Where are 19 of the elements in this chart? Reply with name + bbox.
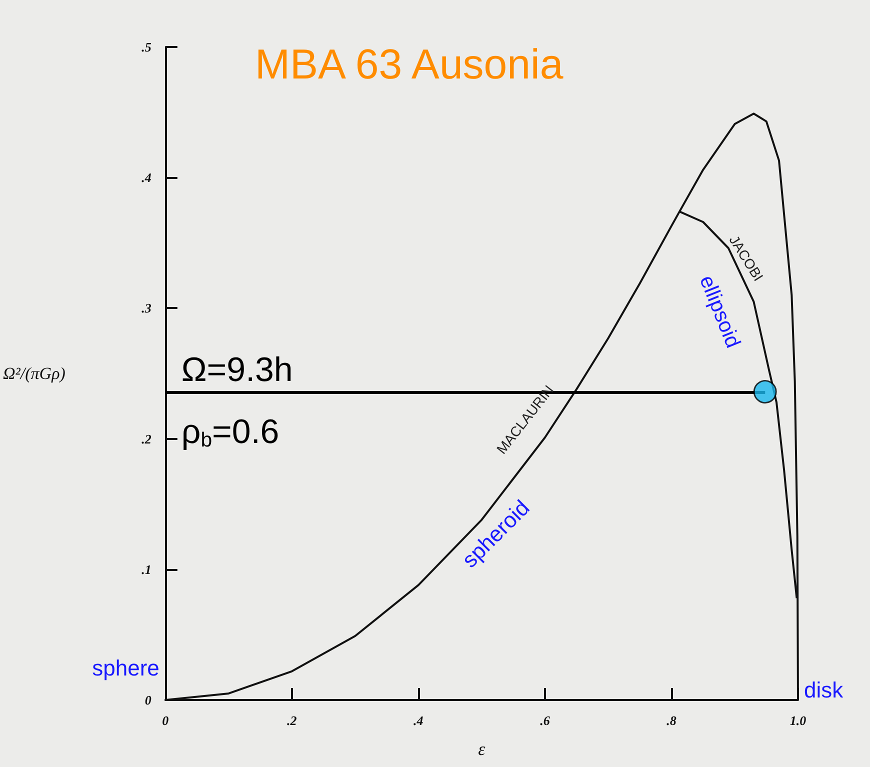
y-tick-label: 0 (144, 692, 152, 708)
x-tick-label: 0 (162, 713, 170, 728)
annotation: ρb=0.6 (181, 412, 280, 452)
y-tick-label: .3 (142, 300, 152, 316)
chart-title: MBA 63 Ausonia (255, 40, 564, 88)
annotation: disk (804, 678, 844, 702)
x-tick-label: .6 (540, 713, 550, 728)
x-tick-label: .4 (414, 713, 424, 728)
y-tick-label: .1 (142, 562, 152, 577)
x-tick-label: .8 (666, 713, 677, 728)
y-tick-label: .5 (142, 40, 152, 54)
annotation: sphere (92, 656, 160, 680)
y-tick-label: .2 (142, 431, 152, 446)
y-axis-title: Ω²/(πGρ) (3, 364, 66, 383)
x-tick-label: 1.0 (790, 713, 807, 728)
y-tick-label: .4 (142, 170, 152, 186)
annotation: Ω=9.3h (181, 350, 293, 389)
x-axis-title: ε (478, 739, 486, 759)
x-tick-label: .2 (287, 713, 298, 728)
